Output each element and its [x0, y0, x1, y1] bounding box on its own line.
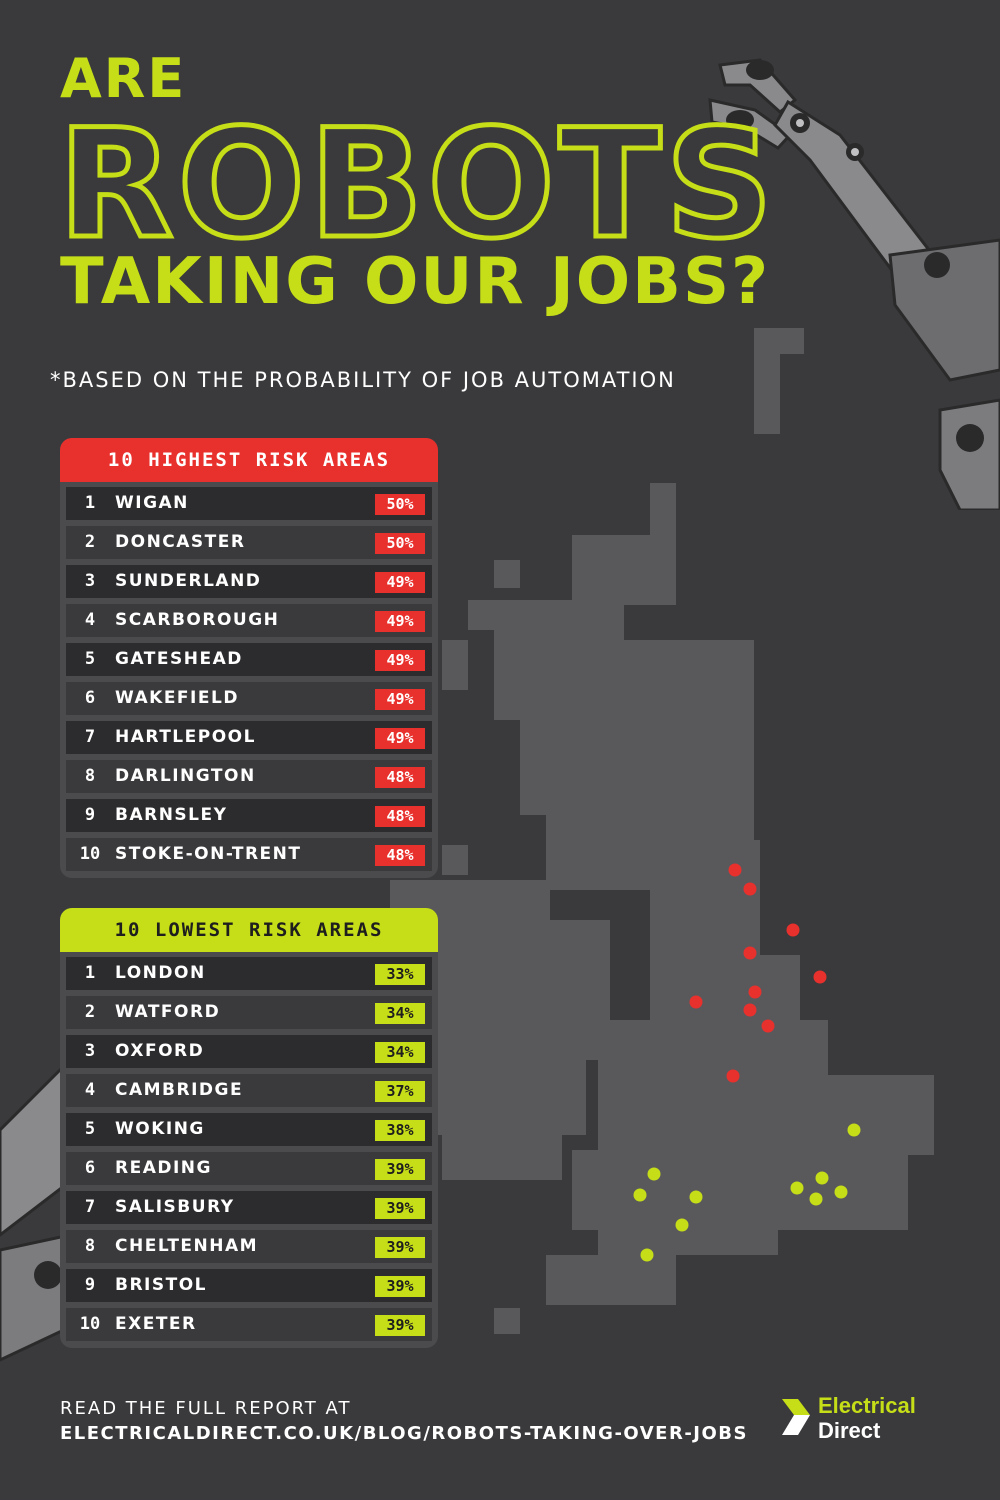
- rank: 1: [84, 493, 96, 513]
- percentage-badge: 38%: [375, 1120, 425, 1141]
- robot-arm-top-right-icon: [708, 58, 1000, 510]
- city: READING: [115, 1158, 212, 1178]
- low-risk-dots: [633, 1123, 861, 1262]
- city: BARNSLEY: [115, 805, 228, 825]
- city: WIGAN: [115, 493, 189, 513]
- footer-label: READ THE FULL REPORT AT: [60, 1398, 352, 1419]
- city: LONDON: [115, 963, 206, 983]
- percentage-badge: 39%: [375, 1159, 425, 1180]
- city: WATFORD: [115, 1002, 221, 1022]
- table-row: 6 WAKEFIELD 49%: [66, 682, 432, 715]
- table-row: 9 BARNSLEY 48%: [66, 799, 432, 832]
- table-row: 2 WATFORD 34%: [66, 996, 432, 1029]
- city: SALISBURY: [115, 1197, 235, 1217]
- table-row: 4 SCARBOROUGH 49%: [66, 604, 432, 637]
- city: WOKING: [115, 1119, 205, 1139]
- table-row: 7 SALISBURY 39%: [66, 1191, 432, 1224]
- table-row: 3 OXFORD 34%: [66, 1035, 432, 1068]
- title-line-1: ARE: [60, 47, 187, 110]
- percentage-badge: 37%: [375, 1081, 425, 1102]
- lowest-risk-header: 10 LOWEST RISK AREAS: [60, 908, 438, 952]
- rank: 2: [84, 1002, 96, 1022]
- subtitle: *BASED ON THE PROBABILITY OF JOB AUTOMAT…: [50, 368, 676, 392]
- rank: 8: [84, 1236, 96, 1256]
- percentage-badge: 39%: [375, 1237, 425, 1258]
- percentage-badge: 49%: [375, 611, 425, 632]
- city: SUNDERLAND: [115, 571, 262, 591]
- electrical-direct-logo-icon: [782, 1399, 810, 1435]
- table-row: 5 WOKING 38%: [66, 1113, 432, 1146]
- percentage-badge: 48%: [375, 767, 425, 788]
- percentage-badge: 48%: [375, 845, 425, 866]
- percentage-badge: 50%: [375, 533, 425, 554]
- table-row: 2 DONCASTER 50%: [66, 526, 432, 559]
- footer-url-link[interactable]: ELECTRICALDIRECT.CO.UK/BLOG/ROBOTS-TAKIN…: [60, 1423, 748, 1444]
- rank: 5: [84, 649, 96, 669]
- city: SCARBOROUGH: [115, 610, 280, 630]
- high-risk-dots: [689, 863, 827, 1083]
- city: HARTLEPOOL: [115, 727, 256, 747]
- rank: 2: [84, 532, 96, 552]
- rank: 3: [84, 571, 96, 591]
- table-row: 10 EXETER 39%: [66, 1308, 432, 1341]
- table-row: 6 READING 39%: [66, 1152, 432, 1185]
- title-line-2: ROBOTS: [55, 98, 778, 272]
- highest-risk-header: 10 HIGHEST RISK AREAS: [60, 438, 438, 482]
- table-row: 9 BRISTOL 39%: [66, 1269, 432, 1302]
- city: WAKEFIELD: [115, 688, 239, 708]
- percentage-badge: 34%: [375, 1042, 425, 1063]
- city: CHELTENHAM: [115, 1236, 259, 1256]
- rank: 6: [84, 688, 96, 708]
- city: STOKE-ON-TRENT: [115, 844, 302, 864]
- city: OXFORD: [115, 1041, 205, 1061]
- percentage-badge: 39%: [375, 1198, 425, 1219]
- percentage-badge: 33%: [375, 964, 425, 985]
- rank: 1: [84, 963, 96, 983]
- rank: 5: [84, 1119, 96, 1139]
- table-row: 8 CHELTENHAM 39%: [66, 1230, 432, 1263]
- highest-risk-rows: 1 WIGAN 50% 2 DONCASTER 50% 3 SUNDERLAND 49% 4…: [60, 487, 438, 871]
- rank: 9: [84, 805, 96, 825]
- city: BRISTOL: [115, 1275, 207, 1295]
- city: GATESHEAD: [115, 649, 243, 669]
- rank: 10: [79, 844, 101, 864]
- city: DONCASTER: [115, 532, 246, 552]
- table-row: 8 DARLINGTON 48%: [66, 760, 432, 793]
- rank: 3: [84, 1041, 96, 1061]
- percentage-badge: 49%: [375, 650, 425, 671]
- table-row: 5 GATESHEAD 49%: [66, 643, 432, 676]
- city: DARLINGTON: [115, 766, 256, 786]
- lowest-risk-rows: 1 LONDON 33% 2 WATFORD 34% 3 OXFORD 34% 4 CAMBR…: [60, 957, 438, 1341]
- percentage-badge: 39%: [375, 1315, 425, 1336]
- rank: 7: [84, 727, 96, 747]
- table-row: 1 LONDON 33%: [66, 957, 432, 990]
- percentage-badge: 50%: [375, 494, 425, 515]
- percentage-badge: 39%: [375, 1276, 425, 1297]
- table-row: 7 HARTLEPOOL 49%: [66, 721, 432, 754]
- rank: 7: [84, 1197, 96, 1217]
- rank: 8: [84, 766, 96, 786]
- highest-risk-table: 10 HIGHEST RISK AREAS 1 WIGAN 50% 2 DONCAST…: [60, 438, 438, 878]
- rank: 4: [84, 610, 96, 630]
- percentage-badge: 34%: [375, 1003, 425, 1024]
- table-row: 3 SUNDERLAND 49%: [66, 565, 432, 598]
- city: CAMBRIDGE: [115, 1080, 244, 1100]
- logo-line-1: Electrical: [818, 1393, 916, 1418]
- table-row: 1 WIGAN 50%: [66, 487, 432, 520]
- rank: 9: [84, 1275, 96, 1295]
- rank: 6: [84, 1158, 96, 1178]
- brand-logo[interactable]: Electrical Direct: [818, 1393, 916, 1443]
- percentage-badge: 49%: [375, 572, 425, 593]
- rank: 4: [84, 1080, 96, 1100]
- table-row: 10 STOKE-ON-TRENT 48%: [66, 838, 432, 871]
- percentage-badge: 49%: [375, 689, 425, 710]
- title-line-3: TAKING OUR JOBS?: [60, 245, 771, 319]
- rank: 10: [79, 1314, 101, 1334]
- lowest-risk-table: 10 LOWEST RISK AREAS 1 LONDON 33% 2 WATFORD…: [60, 908, 438, 1348]
- percentage-badge: 49%: [375, 728, 425, 749]
- logo-line-2: Direct: [818, 1418, 881, 1443]
- percentage-badge: 48%: [375, 806, 425, 827]
- table-row: 4 CAMBRIDGE 37%: [66, 1074, 432, 1107]
- city: EXETER: [115, 1314, 197, 1334]
